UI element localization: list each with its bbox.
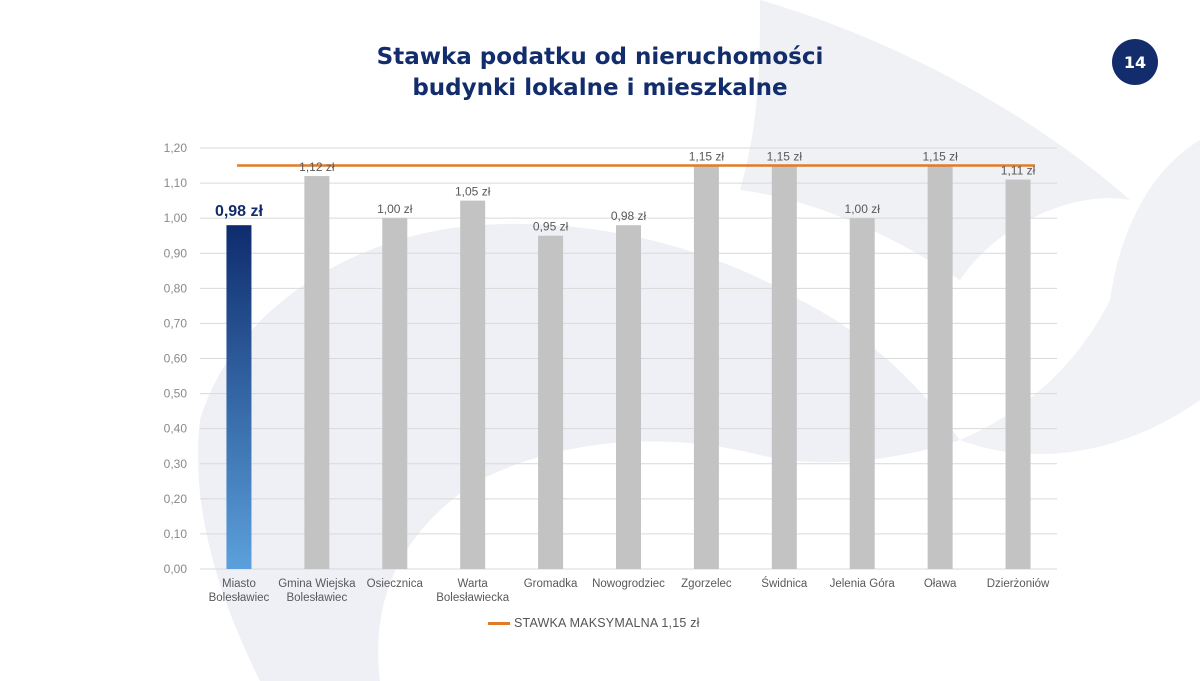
chart-title-line-2: budynki lokalne i mieszkalne (412, 75, 788, 101)
bar (382, 218, 408, 569)
y-tick-label: 0,40 (164, 422, 188, 436)
x-tick-label: Jelenia Góra (830, 578, 896, 590)
bar (616, 225, 641, 569)
data-label: 1,15 zł (922, 150, 958, 164)
y-tick-label: 0,70 (164, 316, 188, 330)
y-tick-label: 1,20 (164, 141, 188, 155)
data-label: 1,00 zł (377, 202, 413, 216)
data-label: 1,15 zł (689, 150, 725, 164)
legend: STAWKA MAKSYMALNA 1,15 zł (488, 613, 700, 633)
y-tick-label: 1,00 (164, 211, 188, 225)
page-number-badge: 14 (1112, 39, 1158, 85)
x-tick-label: Gmina Wiejska (278, 578, 356, 590)
bar (927, 165, 953, 569)
y-tick-label: 0,30 (164, 457, 188, 471)
y-tick-label: 0,50 (164, 387, 188, 401)
y-tick-label: 0,80 (164, 281, 188, 295)
y-tick-label: 0,20 (164, 492, 188, 506)
y-tick-label: 0,10 (164, 527, 188, 541)
x-tick-label: Bolesławiec (209, 592, 270, 604)
bar (304, 176, 330, 570)
bar-highlighted (226, 225, 252, 569)
legend-label: STAWKA MAKSYMALNA 1,15 zł (514, 616, 700, 630)
x-tick-label: Bolesławiecka (436, 592, 509, 604)
data-label: 0,98 zł (215, 203, 264, 220)
y-tick-label: 0,00 (164, 562, 188, 576)
data-label: 0,95 zł (533, 220, 569, 234)
x-tick-label: Gromadka (524, 578, 578, 590)
data-labels: 0,98 zł 1,12 zł 1,00 zł 1,05 zł 0,95 zł 0,98 … (215, 150, 1036, 234)
x-tick-label: Warta (458, 578, 489, 590)
x-tick-label: Oława (924, 578, 957, 590)
x-tick-label: Dzierżoniów (987, 578, 1050, 590)
data-label: 1,00 zł (845, 202, 881, 216)
bar (460, 200, 486, 569)
y-tick-label: 0,60 (164, 352, 188, 366)
bar (538, 235, 564, 570)
x-tick-label: Zgorzelec (681, 578, 732, 590)
data-label: 1,11 zł (1001, 164, 1036, 178)
bar (849, 218, 875, 569)
bar (693, 165, 719, 569)
data-label: 0,98 zł (611, 209, 647, 223)
bars (226, 165, 1031, 570)
x-tick-label: Bolesławiec (286, 592, 347, 604)
bar (771, 165, 797, 569)
legend-line-swatch (488, 621, 510, 625)
chart-title: Stawka podatku od nieruchomości budynki … (0, 42, 1200, 104)
x-axis-labels: Miasto Bolesławiec Gmina Wiejska Bolesławie… (209, 577, 1050, 604)
x-tick-label: Świdnica (761, 577, 808, 590)
y-axis-ticks: 0,00 0,10 0,20 0,30 0,40 0,50 0,60 0,70 0,80 0,90… (164, 141, 188, 576)
chart-title-line-1: Stawka podatku od nieruchomości (376, 44, 824, 70)
data-label: 1,12 zł (299, 160, 335, 174)
x-tick-label: Nowogrodziec (592, 578, 665, 590)
x-tick-label: Osiecznica (367, 578, 424, 590)
y-tick-label: 1,10 (164, 176, 188, 190)
x-tick-label: Miasto (222, 578, 256, 590)
bar (1005, 179, 1031, 569)
data-label: 1,05 zł (455, 185, 491, 199)
data-label: 1,15 zł (767, 150, 803, 164)
y-tick-label: 0,90 (164, 246, 188, 260)
